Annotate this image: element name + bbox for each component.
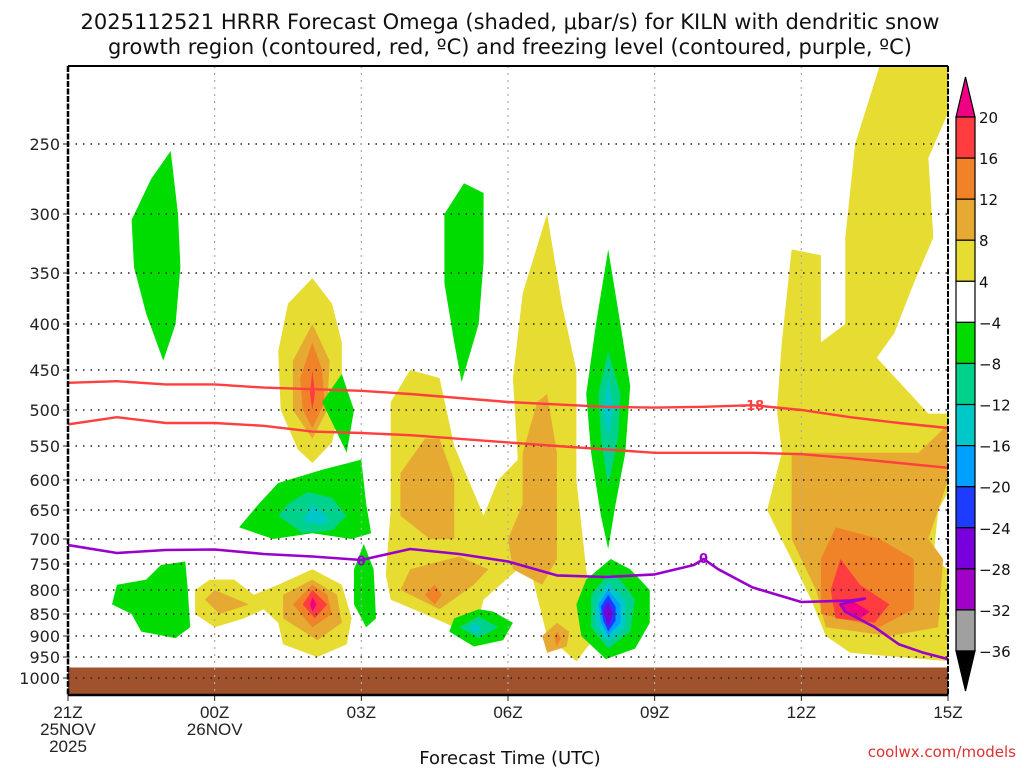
omega-region-upward-4 xyxy=(112,561,191,639)
colorbar-tick-label: −32 xyxy=(979,602,1011,620)
y-tick-label: 700 xyxy=(29,530,60,549)
colorbar-swatch xyxy=(955,280,976,323)
y-tick-label: 350 xyxy=(29,264,60,283)
colorbar-swatch xyxy=(955,198,976,241)
y-tick-label: 1000 xyxy=(19,669,60,688)
omega-region-upward-7 xyxy=(444,183,484,382)
y-tick-label: 300 xyxy=(29,205,60,224)
x-tick-label: 21Z xyxy=(53,703,82,722)
y-tick-label: 850 xyxy=(29,605,60,624)
colorbar-swatch xyxy=(955,445,976,488)
x-tick-label: 2025 xyxy=(49,737,87,756)
contour-label: -18 xyxy=(741,399,765,414)
colorbar: 20 16 12 8 4 −4 −8 −12 −16 −20 −24 −28 −32 −36 xyxy=(955,76,1011,692)
colorbar-tick-label: 16 xyxy=(979,150,998,168)
omega-region-upward-9c xyxy=(468,622,482,634)
colorbar-swatch xyxy=(955,527,976,570)
omega-shading xyxy=(112,66,948,662)
dgz-contour--12C xyxy=(68,379,948,430)
contour-lines: -18 0 0 xyxy=(68,379,948,661)
y-tick-label: 750 xyxy=(29,555,60,574)
colorbar-tick-label: −28 xyxy=(979,561,1011,579)
colorbar-over-arrow xyxy=(955,76,976,118)
omega-region-sink-8c xyxy=(508,394,557,585)
x-tick-label: 03Z xyxy=(347,703,376,722)
x-tick-label: 26NOV xyxy=(187,720,243,739)
chart-title-line-1: 2025112521 HRRR Forecast Omega (shaded, … xyxy=(81,10,940,34)
omega-region-sink-5b xyxy=(204,590,249,614)
colorbar-swatch xyxy=(955,486,976,529)
colorbar-tick-label: −12 xyxy=(979,397,1011,415)
colorbar-swatch xyxy=(955,321,976,365)
omega-region-upward-10c xyxy=(603,378,614,439)
y-tick-label: 600 xyxy=(29,471,60,490)
omega-region-sink-5f xyxy=(310,597,317,612)
colorbar-swatch xyxy=(955,116,976,159)
y-tick-label: 550 xyxy=(29,437,60,456)
colorbar-tick-label: −8 xyxy=(979,355,1001,373)
axes: 250 300 350 400 450 500 550 600 650 700 750 800 850 9… xyxy=(19,65,963,756)
dgz-contour--18C xyxy=(68,415,948,469)
colorbar-under-arrow xyxy=(955,650,976,692)
freezing-level-contour xyxy=(68,543,948,661)
x-tick-label: 06Z xyxy=(493,703,522,722)
omega-region-upward-3d xyxy=(354,544,376,628)
x-tick-label: 00Z xyxy=(200,703,229,722)
colorbar-tick-label: −4 xyxy=(979,314,1001,332)
x-tick-label: 15Z xyxy=(933,703,962,722)
omega-region-sink-12f xyxy=(840,599,870,619)
omega-region-sink-12a xyxy=(845,66,948,361)
y-tick-label: 250 xyxy=(29,135,60,154)
colorbar-swatch xyxy=(955,403,976,447)
omega-region-upward-1 xyxy=(131,151,181,361)
colorbar-tick-label: −36 xyxy=(979,643,1011,661)
omega-region-sink-8b xyxy=(400,438,455,539)
x-tick-label: 25NOV xyxy=(40,720,96,739)
colorbar-swatch xyxy=(955,362,976,406)
colorbar-tick-label: −16 xyxy=(979,438,1011,456)
omega-region-upward-3c xyxy=(302,504,330,525)
colorbar-tick-label: −20 xyxy=(979,479,1011,497)
x-tick-label: 09Z xyxy=(640,703,669,722)
colorbar-tick-label: −24 xyxy=(979,520,1011,538)
contour-label: 0 xyxy=(357,555,366,570)
y-tick-label: 950 xyxy=(29,648,60,667)
credit-link[interactable]: coolwx.com/models xyxy=(868,743,1016,761)
y-tick-label: 800 xyxy=(29,581,60,600)
omega-region-sink-8e xyxy=(424,584,442,605)
y-tick-label: 900 xyxy=(29,627,60,646)
colorbar-swatch xyxy=(955,239,976,282)
chart-title-line-2: growth region (contoured, red, ºC) and f… xyxy=(108,35,912,59)
colorbar-tick-label: 20 xyxy=(979,109,998,127)
colorbar-tick-label: 4 xyxy=(979,273,989,291)
y-tick-label: 650 xyxy=(29,501,60,520)
y-tick-label: 450 xyxy=(29,361,60,380)
colorbar-tick-label: 12 xyxy=(979,191,998,209)
y-tick-label: 400 xyxy=(29,315,60,334)
colorbar-swatch xyxy=(955,609,976,652)
x-tick-label: 12Z xyxy=(787,703,816,722)
colorbar-swatch xyxy=(955,568,976,611)
y-tick-label: 500 xyxy=(29,401,60,420)
x-axis-label: Forecast Time (UTC) xyxy=(419,748,600,768)
colorbar-swatch xyxy=(955,157,976,200)
contour-label: 0 xyxy=(699,552,708,567)
colorbar-tick-label: 8 xyxy=(979,232,989,250)
omega-region-sink-8d xyxy=(400,556,489,610)
